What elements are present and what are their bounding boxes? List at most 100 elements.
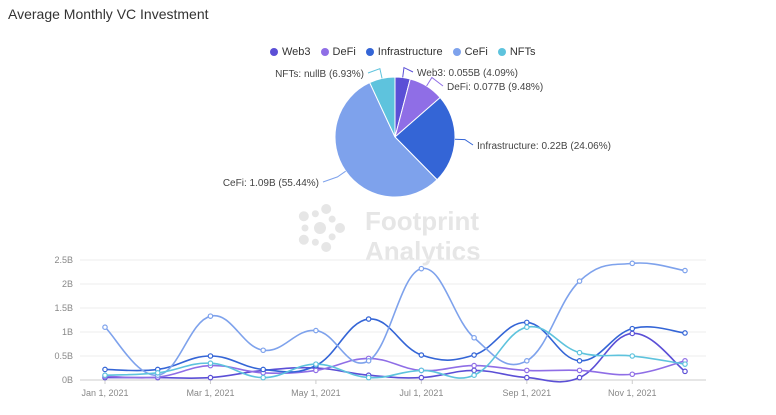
chart-title: Average Monthly VC Investment	[8, 6, 209, 22]
x-tick-label: Jan 1, 2021	[81, 388, 128, 398]
y-tick-label: 0B	[62, 375, 73, 385]
data-point-nfts[interactable]	[102, 372, 108, 379]
data-point-infrastructure[interactable]	[102, 366, 108, 373]
watermark-dot	[298, 234, 309, 245]
data-point-nfts[interactable]	[471, 372, 477, 379]
x-tick-label: Nov 1, 2021	[608, 388, 657, 398]
data-point-cefi[interactable]	[629, 260, 636, 267]
data-point-infrastructure[interactable]	[260, 366, 266, 373]
pie-label-defi: DeFi: 0.077B (9.48%)	[447, 82, 543, 93]
data-point-infrastructure[interactable]	[365, 316, 372, 322]
pie-leader-line	[322, 170, 346, 183]
watermark-text: Footprint	[365, 206, 479, 236]
data-point-nfts[interactable]	[576, 349, 583, 356]
y-tick-label: 2B	[62, 279, 73, 289]
data-point-cefi[interactable]	[313, 327, 319, 334]
data-point-infrastructure[interactable]	[629, 325, 636, 332]
data-point-infrastructure[interactable]	[471, 352, 477, 358]
legend-item-cefi[interactable]: CeFi	[452, 46, 488, 58]
legend-label: DeFi	[332, 46, 356, 58]
watermark-dot	[301, 224, 309, 232]
x-tick-label: May 1, 2021	[291, 388, 341, 398]
series-line-cefi[interactable]	[104, 262, 686, 377]
data-point-infrastructure[interactable]	[682, 330, 688, 336]
legend-swatch	[497, 48, 506, 56]
pie-label-nfts: NFTs: nullB (6.93%)	[275, 69, 364, 80]
legend-label: CeFi	[464, 46, 488, 58]
data-point-nfts[interactable]	[207, 360, 214, 367]
data-point-cefi[interactable]	[682, 267, 688, 274]
y-tick-label: 1B	[62, 327, 73, 337]
data-point-defi[interactable]	[313, 367, 319, 374]
data-point-web3[interactable]	[629, 330, 636, 337]
chart-legend: Web3 DeFi Infrastructure CeFi NFTs	[270, 46, 536, 58]
legend-item-infrastructure[interactable]: Infrastructure	[365, 46, 443, 58]
data-point-nfts[interactable]	[313, 361, 319, 367]
watermark-dot	[311, 238, 319, 246]
pie-slice-nfts[interactable]	[369, 76, 396, 138]
legend-item-nfts[interactable]: NFTs	[497, 46, 536, 58]
data-point-defi[interactable]	[576, 367, 583, 374]
legend-item-web3[interactable]: Web3	[270, 46, 311, 58]
x-tick-label: Mar 1, 2021	[186, 388, 234, 398]
y-tick-label: 1.5B	[54, 303, 73, 313]
pie-leader-line	[426, 76, 444, 87]
data-point-defi[interactable]	[629, 371, 636, 378]
data-point-cefi[interactable]	[576, 278, 583, 284]
data-point-infrastructure[interactable]	[576, 357, 583, 364]
y-tick-label: 2.5B	[54, 255, 73, 265]
data-point-web3[interactable]	[471, 367, 477, 374]
watermark-dot	[321, 242, 332, 253]
watermark-dot	[328, 215, 336, 223]
data-point-cefi[interactable]	[418, 265, 425, 272]
data-point-nfts[interactable]	[629, 353, 636, 359]
series-line-defi[interactable]	[104, 357, 686, 379]
legend-swatch	[270, 48, 278, 56]
data-point-cefi[interactable]	[524, 357, 530, 364]
pie-slice-cefi[interactable]	[334, 81, 438, 198]
data-point-web3[interactable]	[682, 368, 688, 375]
data-point-defi[interactable]	[524, 367, 530, 374]
watermark-dot	[298, 211, 309, 222]
legend-swatch	[320, 48, 329, 56]
data-point-nfts[interactable]	[524, 324, 530, 331]
data-point-infrastructure[interactable]	[418, 352, 425, 358]
data-point-nfts[interactable]	[418, 367, 425, 374]
y-tick-label: 0.5B	[54, 351, 73, 361]
watermark-dot	[314, 222, 326, 234]
x-tick-label: Sep 1, 2021	[503, 388, 552, 398]
pie-chart: Web3: 0.055B (4.09%) DeFi: 0.077B (9.48%)…	[223, 66, 611, 198]
pie-label-web3: Web3: 0.055B (4.09%)	[417, 68, 518, 79]
data-point-web3[interactable]	[418, 374, 425, 381]
watermark-dot	[328, 233, 336, 241]
data-point-nfts[interactable]	[682, 361, 688, 367]
watermark-dot	[311, 210, 319, 218]
watermark-text: Analytics	[365, 236, 481, 266]
legend-label: Web3	[282, 46, 311, 58]
data-point-infrastructure[interactable]	[524, 319, 530, 326]
data-point-cefi[interactable]	[102, 324, 108, 331]
pie-label-cefi: CeFi: 1.09B (55.44%)	[223, 178, 319, 189]
data-point-cefi[interactable]	[260, 347, 266, 354]
data-point-defi[interactable]	[471, 362, 477, 369]
data-point-nfts[interactable]	[260, 374, 266, 381]
pie-label-infrastructure: Infrastructure: 0.22B (24.06%)	[477, 141, 611, 152]
legend-label: Infrastructure	[377, 46, 443, 58]
legend-label: NFTs	[509, 46, 536, 58]
pie-slice-infrastructure[interactable]	[394, 96, 456, 181]
data-point-nfts[interactable]	[365, 374, 372, 381]
data-point-infrastructure[interactable]	[207, 353, 214, 359]
data-point-web3[interactable]	[207, 374, 214, 381]
data-point-nfts[interactable]	[154, 369, 161, 376]
data-point-cefi[interactable]	[471, 334, 477, 341]
x-tick-label: Jul 1, 2021	[399, 388, 443, 398]
legend-swatch	[365, 48, 374, 56]
data-point-cefi[interactable]	[207, 313, 214, 319]
legend-item-defi[interactable]: DeFi	[320, 46, 356, 58]
watermark-dot	[335, 223, 345, 233]
pie-leader-line	[402, 66, 414, 78]
data-point-web3[interactable]	[524, 374, 530, 381]
data-point-cefi[interactable]	[365, 357, 372, 364]
data-point-web3[interactable]	[576, 374, 583, 381]
